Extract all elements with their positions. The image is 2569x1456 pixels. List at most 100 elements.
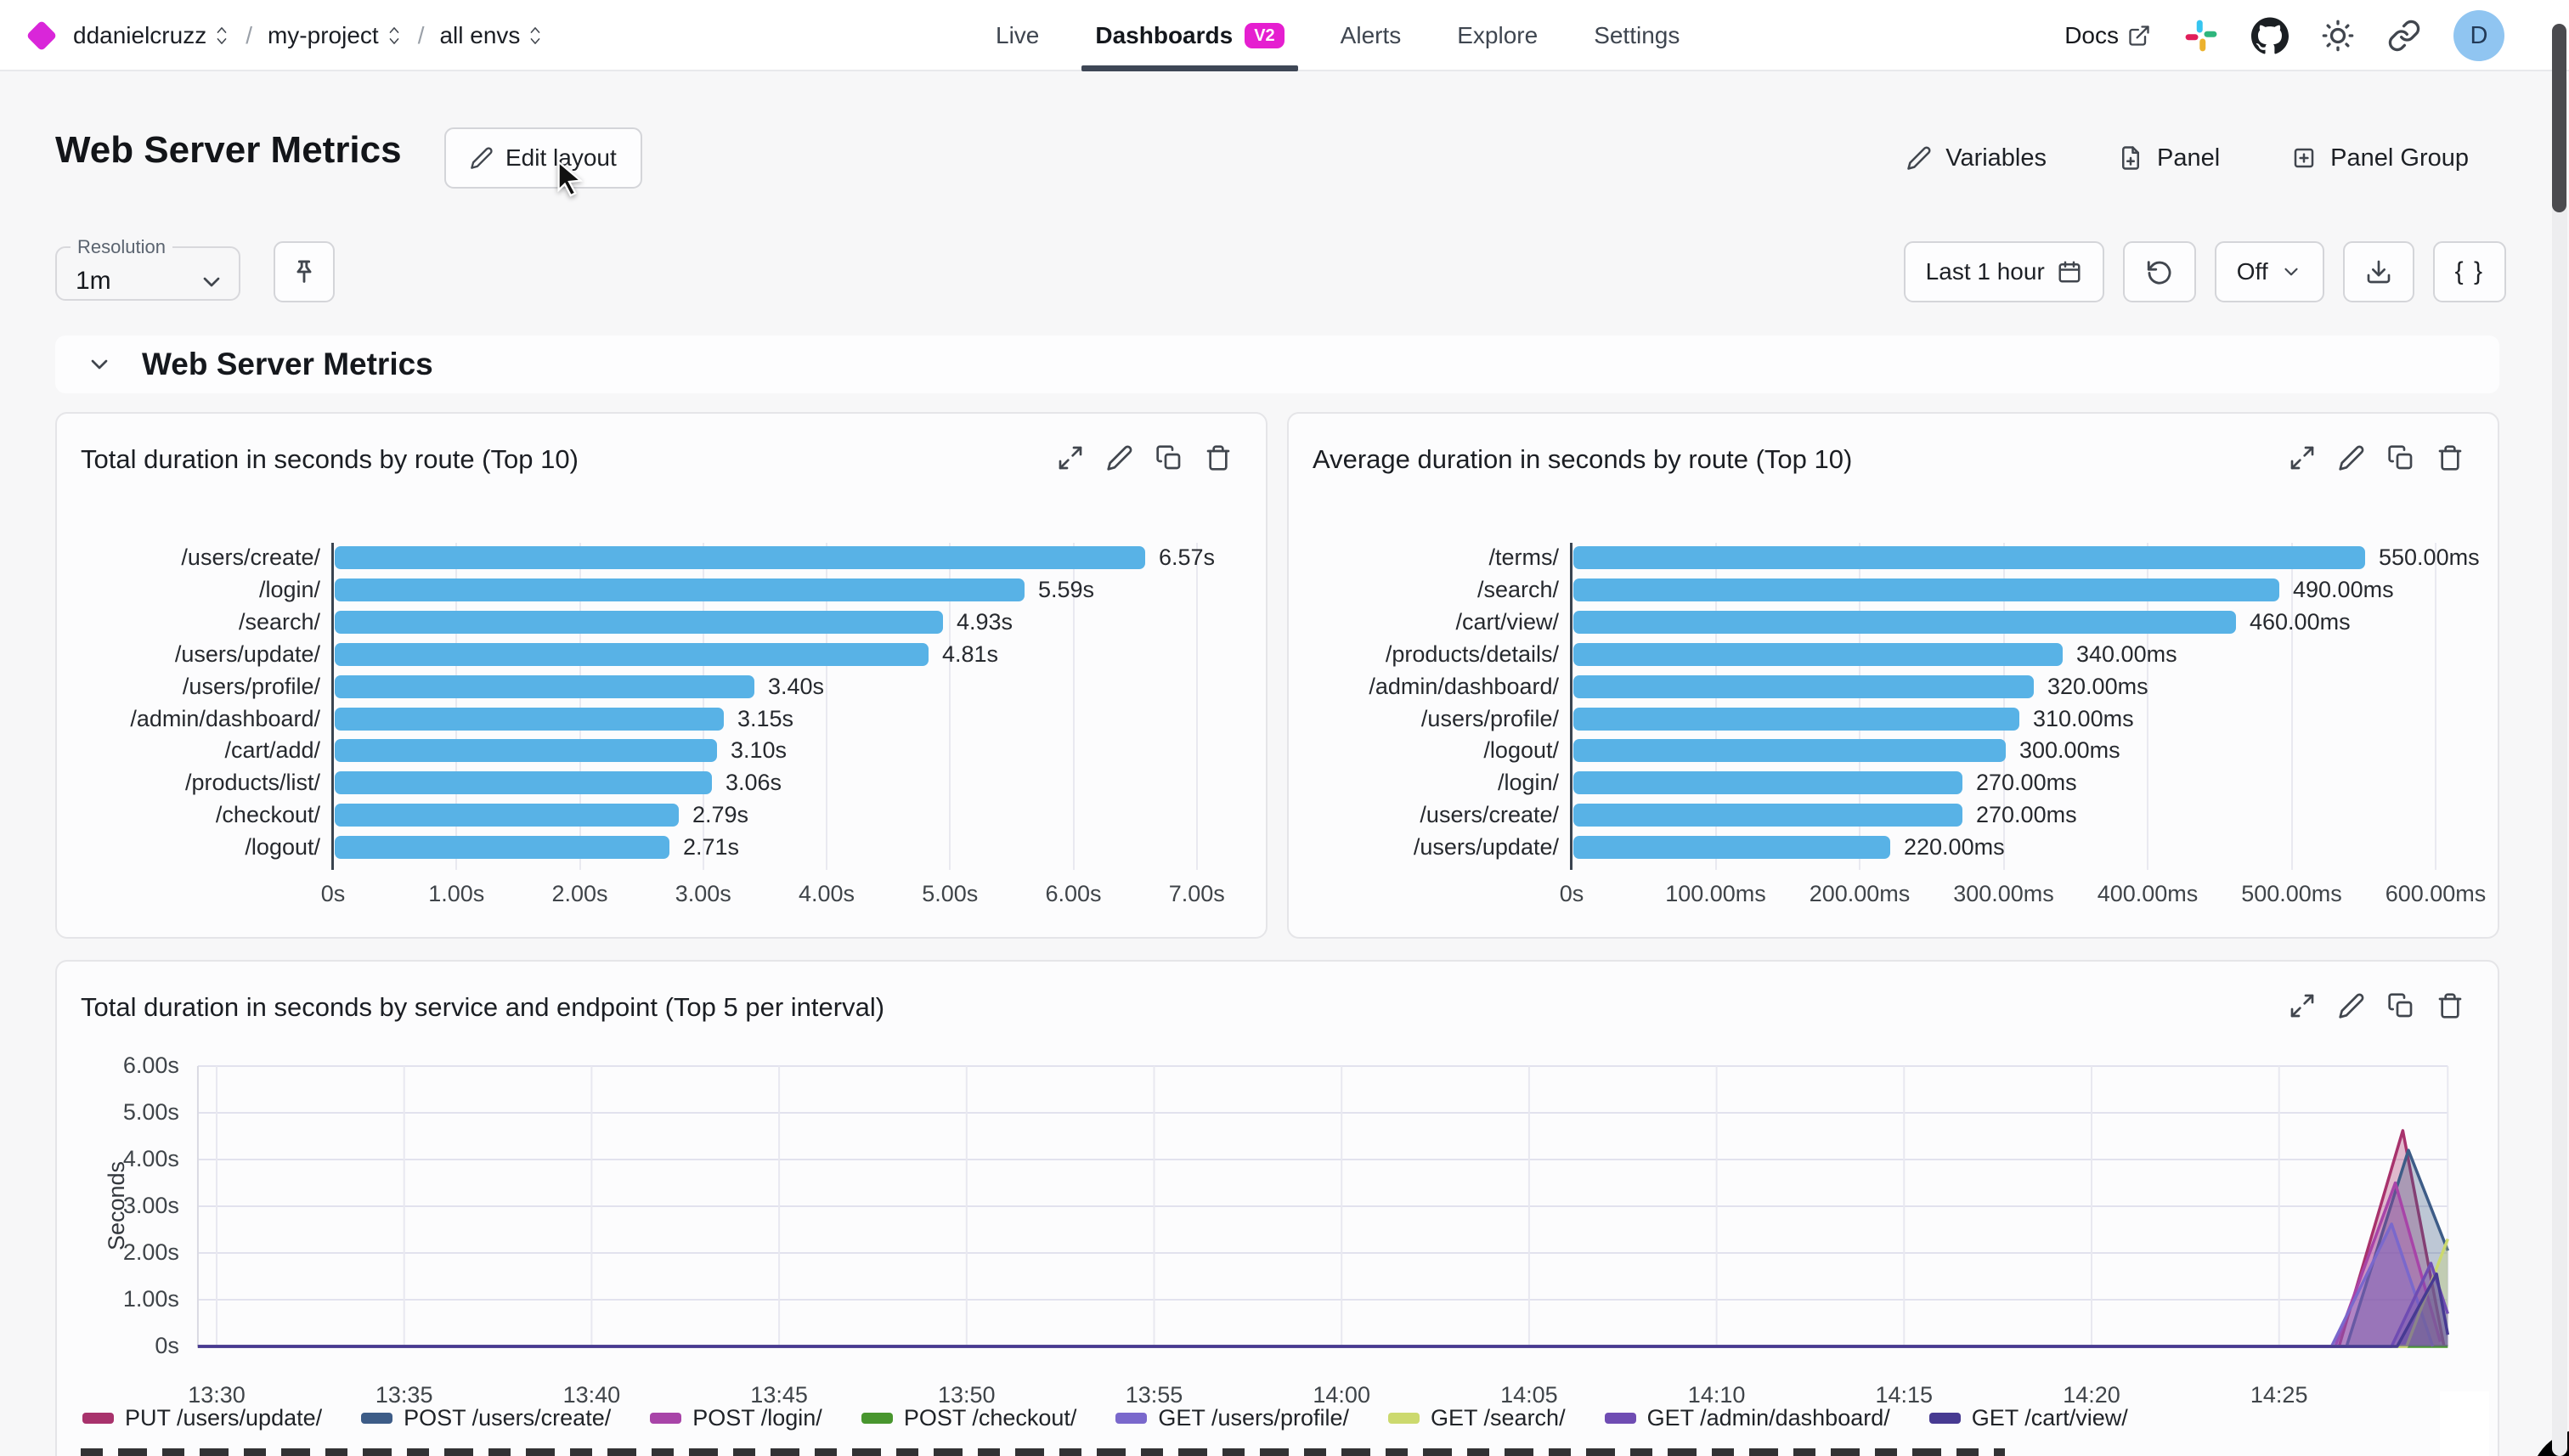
auto-refresh-select[interactable]: Off [2214,241,2324,302]
legend-scrollbar-track[interactable] [2440,1391,2489,1456]
download-button[interactable] [2342,241,2414,302]
legend-item[interactable]: GET /search/ [1388,1405,1566,1431]
docs-link[interactable]: Docs [2064,22,2151,49]
tab-dashboards[interactable]: Dashboards V2 [1081,0,1298,71]
maximize-icon[interactable] [2289,992,2316,1019]
variables-button[interactable]: Variables [1906,144,2047,172]
breadcrumb-env-label: all envs [439,22,521,48]
trash-icon[interactable] [2436,444,2464,471]
legend-item[interactable]: PUT /users/update/ [82,1405,322,1431]
bar[interactable] [335,836,669,860]
link-icon[interactable] [2387,19,2421,53]
time-range-label: Last 1 hour [1925,258,2045,285]
legend-item[interactable]: POST /users/create/ [361,1405,611,1431]
bar[interactable] [1573,707,2019,731]
bar[interactable] [335,642,929,666]
legend-swatch [1604,1413,1636,1424]
tab-live[interactable]: Live [996,22,1040,48]
bar-value-label: 4.81s [942,641,999,667]
bar[interactable] [335,610,943,634]
bar-category-label: /products/list/ [184,770,320,796]
panel-actions [1057,444,1232,471]
resolution-label: Resolution [77,236,166,257]
breadcrumb-separator: / [246,22,252,48]
add-panel-button[interactable]: Panel [2118,144,2220,172]
breadcrumb-env[interactable]: all envs [439,22,544,49]
x-tick-label: 600.00ms [2385,881,2487,906]
copy-icon[interactable] [2387,444,2414,471]
brand-diamond-icon[interactable] [25,20,58,52]
breadcrumb-project[interactable]: my-project [268,22,403,49]
trash-icon[interactable] [2436,992,2464,1019]
panel-group-header[interactable]: Web Server Metrics [55,336,2499,393]
bar[interactable] [1573,578,2279,601]
bar[interactable] [1573,642,2063,666]
panel-title: Average duration in seconds by route (To… [1313,444,1853,474]
bar[interactable] [335,674,754,698]
legend-item[interactable]: POST /checkout/ [861,1405,1076,1431]
tab-settings[interactable]: Settings [1594,22,1680,48]
add-panel-group-button[interactable]: Panel Group [2291,144,2469,172]
legend-item[interactable]: POST /login/ [650,1405,822,1431]
bar-category-label: /logout/ [1483,737,1559,764]
series-line [197,1181,2442,1348]
trash-icon[interactable] [1205,444,1232,471]
chevron-down-icon[interactable] [86,351,113,378]
chevron-down-icon [2284,268,2298,276]
gridline [1195,543,1198,870]
tab-alerts[interactable]: Alerts [1340,22,1402,48]
slack-icon[interactable] [2183,18,2219,54]
bar-value-label: 3.10s [731,737,788,764]
edit-layout-button[interactable]: Edit layout [444,127,642,189]
breadcrumb-project-label: my-project [267,22,379,48]
bar[interactable] [1573,546,2365,569]
bar-value-label: 490.00ms [2293,576,2394,602]
x-tick-label: 1.00s [428,881,485,906]
bar-value-label: 3.40s [768,673,825,699]
bar[interactable] [335,578,1025,601]
legend-item[interactable]: GET /admin/dashboard/ [1604,1405,1890,1431]
user-avatar[interactable]: D [2453,10,2504,61]
tab-explore[interactable]: Explore [1457,22,1539,48]
pencil-icon[interactable] [1106,444,1133,471]
bar[interactable] [335,546,1145,569]
legend-item[interactable]: GET /users/profile/ [1115,1405,1349,1431]
pencil-icon[interactable] [2338,992,2365,1019]
bar[interactable] [1573,674,2034,698]
bar[interactable] [1573,739,2006,763]
breadcrumb-separator: / [417,22,425,48]
bar[interactable] [335,771,712,795]
gridline [1714,543,1717,870]
bar[interactable] [1573,771,1962,795]
bar[interactable] [335,707,724,731]
bar[interactable] [1573,804,1962,827]
maximize-icon[interactable] [2289,444,2316,471]
time-range-button[interactable]: Last 1 hour [1903,241,2104,302]
pencil-icon[interactable] [2338,444,2365,471]
resolution-select[interactable]: Resolution 1m [55,236,240,301]
breadcrumb-org[interactable]: ddanielcruzz [73,22,230,49]
legend-label: GET /cart/view/ [1971,1405,2128,1431]
bar[interactable] [1573,836,1890,860]
github-icon[interactable] [2251,17,2289,54]
copy-icon[interactable] [2387,992,2414,1019]
json-view-button[interactable]: { } [2432,241,2506,302]
panel-actions [2289,444,2464,471]
gridline [702,543,704,870]
bar[interactable] [335,804,679,827]
pin-resolution-button[interactable] [274,241,335,302]
legend-swatch [1928,1413,1961,1424]
bar[interactable] [335,739,717,763]
page-scrollbar-track[interactable] [2552,75,2567,1456]
legend-item[interactable]: GET /cart/view/ [1928,1405,2128,1431]
copy-icon[interactable] [1155,444,1183,471]
bar[interactable] [1573,610,2236,634]
series-area [197,1239,2448,1346]
v2-badge: V2 [1245,23,1284,48]
gridline [1859,543,1860,870]
sun-icon[interactable] [2321,19,2355,53]
y-tick-label: 1.00s [122,1286,179,1312]
page-scrollbar-thumb[interactable] [2552,24,2566,212]
refresh-button[interactable] [2122,241,2196,302]
maximize-icon[interactable] [1057,444,1084,471]
